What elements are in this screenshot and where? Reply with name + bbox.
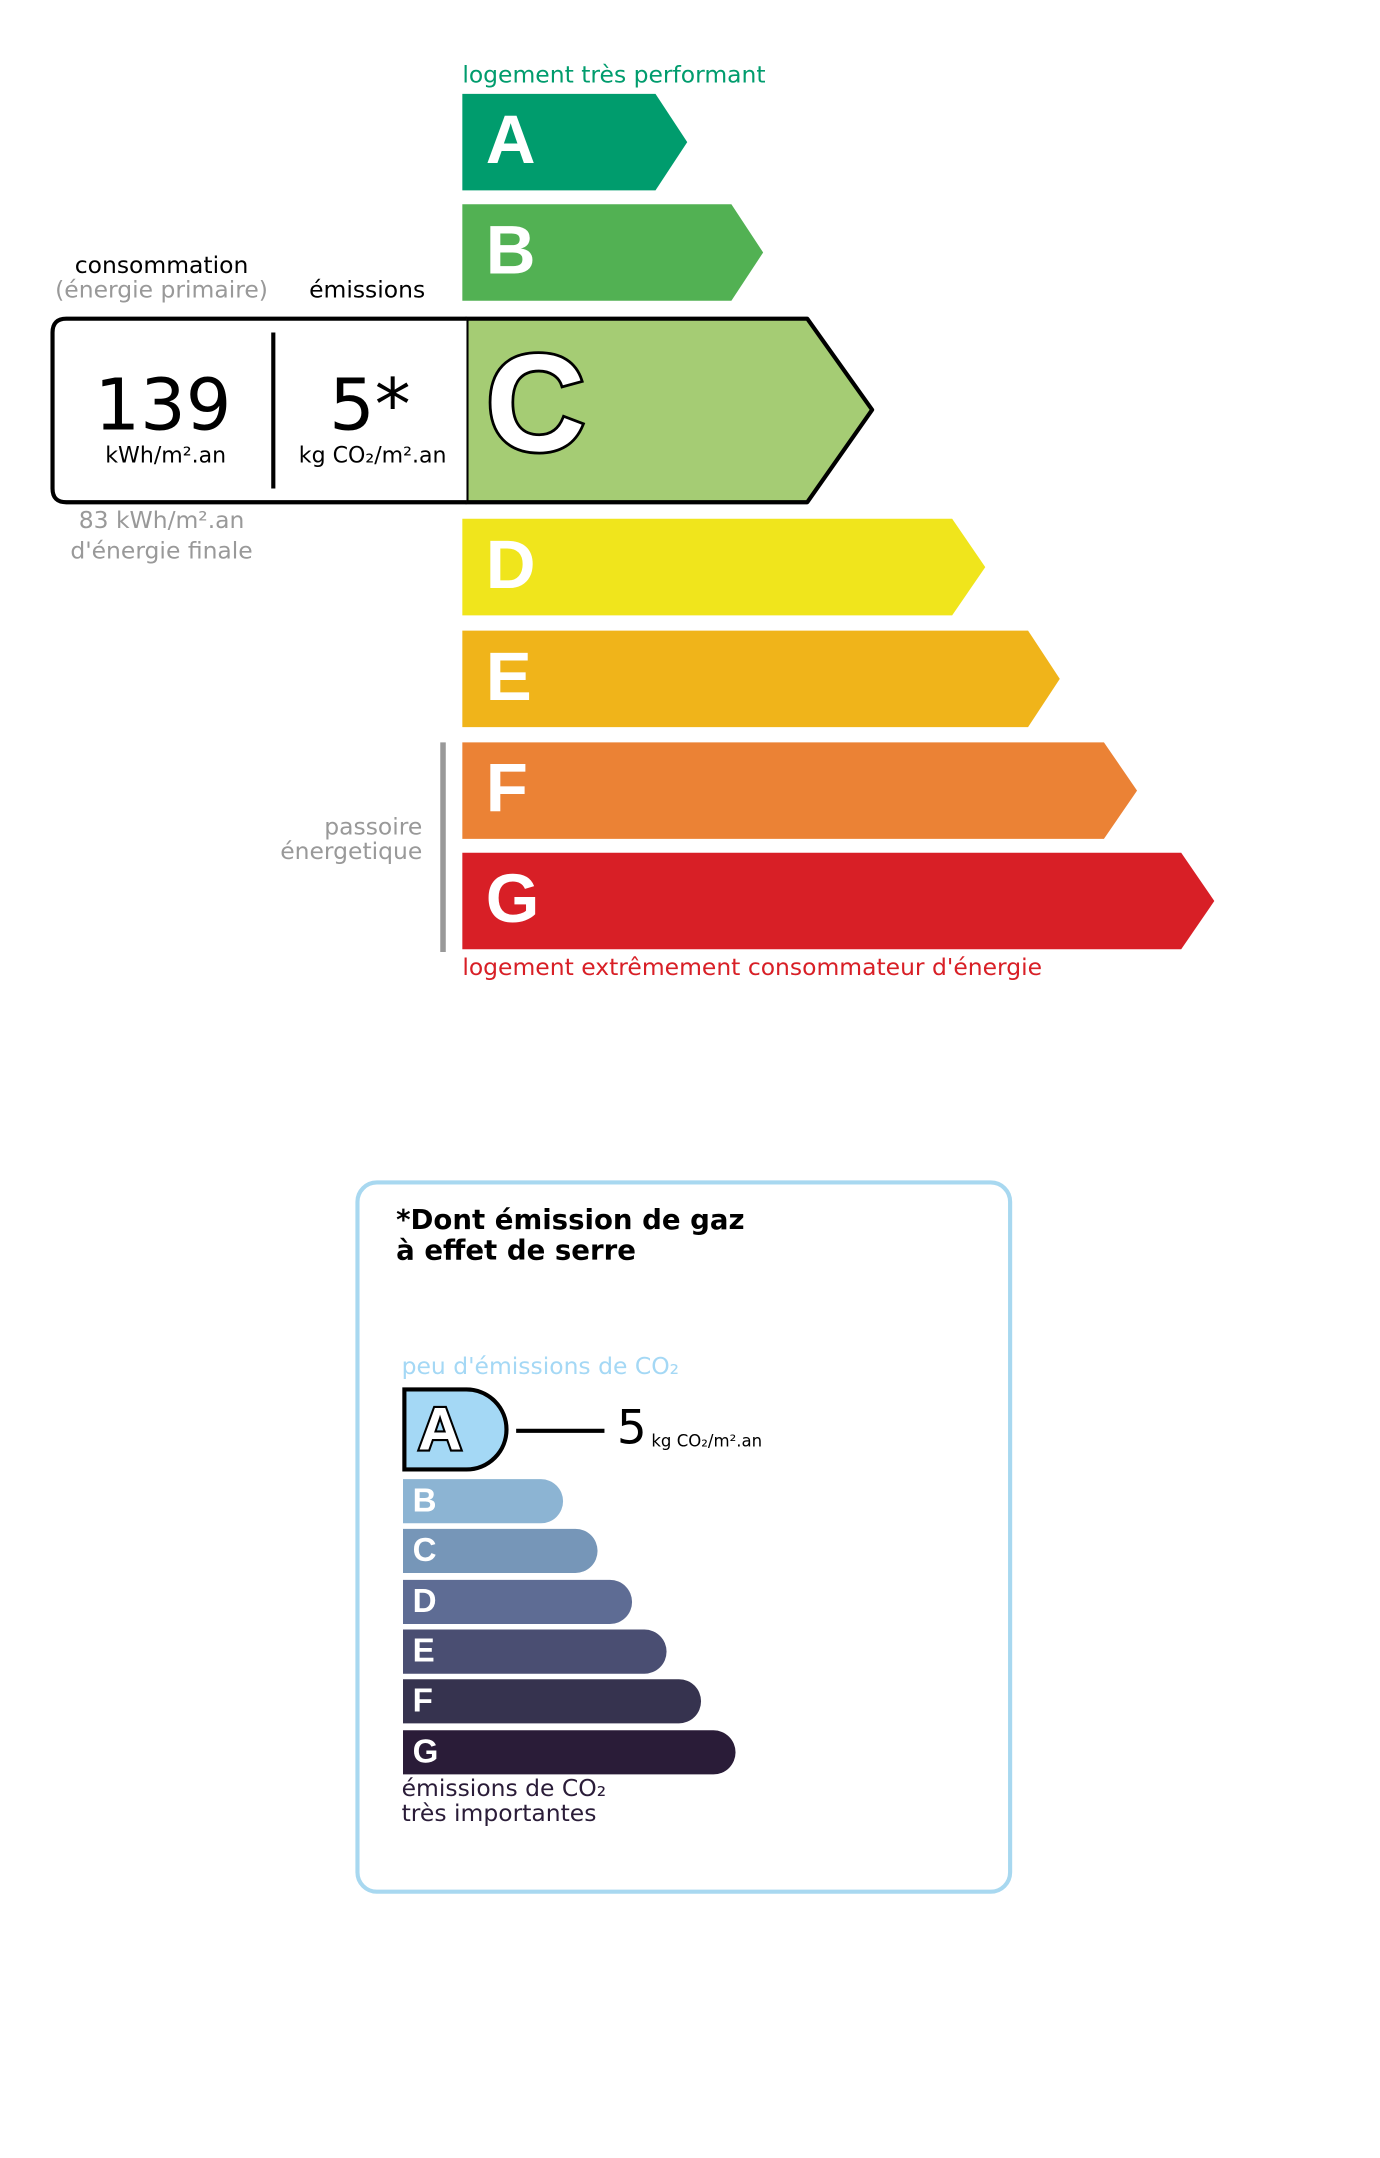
emissions-label: émissions [309, 276, 425, 304]
class-arrow [462, 518, 986, 616]
ghg-letter: B [413, 1482, 437, 1519]
ghg-class-current [402, 1387, 509, 1472]
emissions-unit: kg CO₂/m².an [299, 444, 447, 469]
ghg-value: 5 [617, 1400, 647, 1455]
ghg-top-caption: peu d'émissions de CO₂ [402, 1352, 679, 1380]
class-letter: E [486, 638, 532, 715]
class-letter: A [486, 101, 536, 178]
ghg-class-bar [403, 1629, 667, 1674]
class-letter-current: C [486, 326, 586, 480]
ghg-class-bar [403, 1730, 736, 1775]
class-letter: G [486, 860, 540, 937]
passoire-label: énergetique [280, 837, 422, 865]
class-letter: D [486, 526, 536, 603]
ghg-letter: E [413, 1633, 435, 1670]
ghg-box [355, 1180, 1013, 1894]
ghg-bottom-caption: émissions de CO₂ [402, 1774, 607, 1802]
bottom-caption: logement extrêmement consommateur d'éner… [462, 953, 1042, 981]
consumption-label: consommation [75, 251, 249, 279]
consumption-sublabel: (énergie primaire) [55, 276, 268, 304]
consumption-value: 139 [94, 362, 231, 446]
ghg-class-bar [403, 1579, 633, 1625]
ghg-title: à effet de serre [396, 1233, 636, 1266]
final-energy: 83 kWh/m².an [79, 506, 245, 534]
top-caption: logement très performant [462, 60, 765, 88]
ghg-class-bar [403, 1479, 564, 1524]
ghg-title: *Dont émission de gaz [396, 1203, 744, 1236]
emissions-value: 5* [329, 362, 411, 446]
class-letter: B [486, 211, 536, 288]
final-energy: d'énergie finale [70, 536, 252, 564]
class-arrow [462, 852, 1215, 950]
consumption-unit: kWh/m².an [105, 444, 226, 469]
class-letter: F [486, 750, 528, 827]
ghg-unit: kg CO₂/m².an [651, 1431, 762, 1450]
class-arrow [462, 742, 1138, 839]
ghg-letter-current: A [418, 1395, 462, 1463]
ghg-letter: G [413, 1733, 439, 1770]
ghg-letter: D [413, 1583, 437, 1620]
class-arrow [462, 93, 688, 191]
value-box [50, 316, 467, 505]
class-arrow [462, 630, 1060, 728]
passoire-label: passoire [324, 812, 422, 840]
ghg-letter: F [413, 1682, 433, 1719]
ghg-class-bar [403, 1679, 702, 1724]
ghg-letter: C [413, 1532, 437, 1569]
ghg-class-bar [403, 1528, 598, 1573]
ghg-bottom-caption: très importantes [402, 1799, 597, 1827]
class-arrow [462, 204, 764, 301]
